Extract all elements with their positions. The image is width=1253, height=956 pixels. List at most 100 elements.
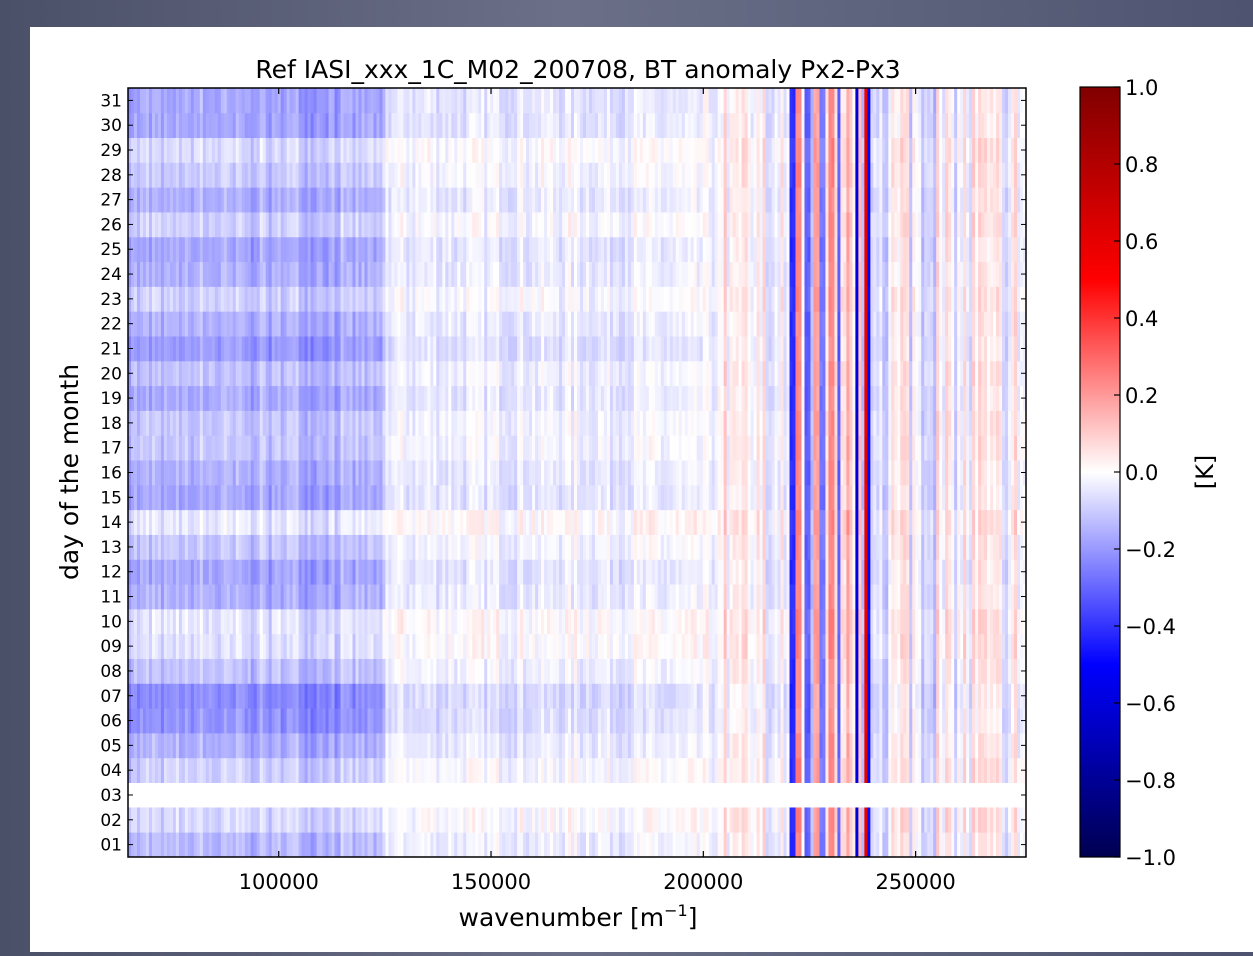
heatmap-cell <box>301 608 305 635</box>
heatmap-cell <box>699 509 704 535</box>
heatmap-cell <box>235 608 240 635</box>
heatmap-cell <box>765 807 769 833</box>
heatmap-cell <box>855 509 859 535</box>
heatmap-cell <box>484 559 488 585</box>
heatmap-cell <box>831 757 835 783</box>
heatmap-cell <box>157 460 162 486</box>
heatmap-cell <box>669 460 674 486</box>
heatmap-cell <box>867 832 871 858</box>
heatmap-cell <box>394 435 398 461</box>
heatmap-cell <box>762 732 766 759</box>
heatmap-cell <box>684 633 689 659</box>
heatmap-cell <box>466 608 470 635</box>
heatmap-cell <box>145 832 150 858</box>
heatmap-cell <box>538 832 542 858</box>
heatmap-cell <box>879 435 883 461</box>
heatmap-cell <box>271 832 276 858</box>
heatmap-cell <box>298 683 303 709</box>
heatmap-cell <box>888 460 892 486</box>
heatmap-cell <box>684 658 689 684</box>
heatmap-cell <box>349 608 353 635</box>
heatmap-cell <box>577 584 581 610</box>
heatmap-cell <box>205 807 210 833</box>
heatmap-cell <box>367 757 371 783</box>
heatmap-cell <box>550 608 554 635</box>
heatmap-cell <box>987 559 991 585</box>
heatmap-cell <box>298 584 303 610</box>
heatmap-cell <box>621 807 626 833</box>
heatmap-cell <box>244 509 249 535</box>
heatmap-cell <box>355 658 359 684</box>
heatmap-cell <box>891 435 895 461</box>
heatmap-cell <box>975 708 979 734</box>
heatmap-cell <box>331 832 335 858</box>
heatmap-cell <box>699 683 704 709</box>
heatmap-cell <box>693 584 698 610</box>
heatmap-cell <box>331 460 335 486</box>
heatmap-cell <box>175 460 180 486</box>
heatmap-cell <box>957 608 961 635</box>
heatmap-cell <box>894 633 898 659</box>
heatmap-cell <box>588 584 593 610</box>
heatmap-cell <box>966 584 970 610</box>
heatmap-cell <box>310 534 314 560</box>
heatmap-cell <box>397 509 401 535</box>
heatmap-cell <box>271 807 276 833</box>
heatmap-cell <box>316 509 320 535</box>
heatmap-cell <box>624 732 629 759</box>
heatmap-cell <box>939 534 943 560</box>
heatmap-cell <box>837 608 841 635</box>
heatmap-cell <box>214 460 219 486</box>
heatmap-cell <box>460 832 464 858</box>
heatmap-cell <box>421 807 425 833</box>
heatmap-cell <box>433 807 437 833</box>
heatmap-cell <box>702 658 707 684</box>
heatmap-cell <box>735 484 740 511</box>
heatmap-cell <box>903 509 907 535</box>
heatmap-cell <box>484 683 488 709</box>
heatmap-cell <box>343 832 347 858</box>
heatmap-cell <box>675 435 680 461</box>
heatmap-cell <box>412 484 416 511</box>
heatmap-cell <box>424 584 428 610</box>
heatmap-cell <box>612 732 617 759</box>
heatmap-cell <box>313 633 317 659</box>
heatmap-cell <box>274 708 279 734</box>
heatmap-cell <box>394 484 398 511</box>
heatmap-cell <box>600 410 605 436</box>
heatmap-cell <box>556 757 560 783</box>
heatmap-cell <box>415 509 419 535</box>
heatmap-cell <box>337 559 341 585</box>
heatmap-cell <box>708 633 713 659</box>
heatmap-cell <box>630 832 635 858</box>
heatmap-cell <box>376 509 380 535</box>
heatmap-cell <box>205 683 210 709</box>
heatmap-cell <box>879 807 883 833</box>
heatmap-cell <box>870 435 874 461</box>
heatmap-cell <box>175 633 180 659</box>
heatmap-cell <box>514 708 518 734</box>
heatmap-cell <box>289 708 294 734</box>
heatmap-cell <box>271 757 276 783</box>
heatmap-cell <box>834 633 838 659</box>
heatmap-cell <box>699 732 704 759</box>
heatmap-cell <box>825 683 829 709</box>
heatmap-cell <box>963 460 967 486</box>
heatmap-cell <box>526 509 530 535</box>
heatmap-cell <box>987 608 991 635</box>
heatmap-cell <box>921 559 925 585</box>
heatmap-cell <box>807 757 811 783</box>
heatmap-cell <box>738 608 743 635</box>
heatmap-cell <box>217 410 222 436</box>
heatmap-cell <box>993 832 997 858</box>
heatmap-cell <box>741 509 746 535</box>
heatmap-cell <box>771 584 775 610</box>
heatmap-cell <box>990 658 994 684</box>
heatmap-cell <box>915 460 919 486</box>
heatmap-cell <box>286 757 291 783</box>
heatmap-cell <box>885 757 889 783</box>
heatmap-cell <box>672 435 677 461</box>
heatmap-cell <box>618 633 623 659</box>
heatmap-cell <box>936 608 940 635</box>
heatmap-cell <box>487 633 491 659</box>
